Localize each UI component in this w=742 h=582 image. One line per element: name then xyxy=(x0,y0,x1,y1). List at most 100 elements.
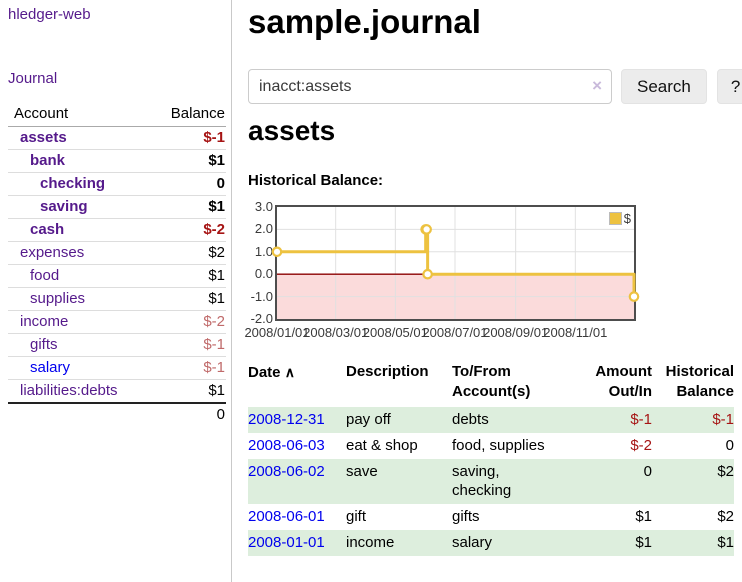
legend-label: $ xyxy=(623,211,631,226)
account-row-food: food $1 xyxy=(8,264,226,288)
x-axis-tick-label: 2008/05/01 xyxy=(362,325,428,340)
search-input[interactable] xyxy=(248,69,612,104)
transaction-accounts: salary xyxy=(452,530,562,556)
account-row-supplies: supplies $1 xyxy=(8,287,226,311)
account-row-gifts: gifts $-1 xyxy=(8,333,226,357)
account-link-supplies[interactable]: supplies xyxy=(30,290,86,307)
transaction-date-link[interactable]: 2008-06-03 xyxy=(248,437,325,454)
transaction-date-link[interactable]: 2008-12-31 xyxy=(248,411,325,428)
transaction-date-link[interactable]: 2008-06-02 xyxy=(248,463,325,480)
search-button[interactable]: Search xyxy=(621,69,707,104)
help-button[interactable]: ? xyxy=(716,69,742,104)
search-bar: × Search ? xyxy=(248,69,742,104)
y-axis-tick-label: -2.0 xyxy=(250,311,273,326)
account-row-bank: bank $1 xyxy=(8,149,226,173)
account-page-title: assets xyxy=(248,115,336,146)
x-axis-tick-label: 2008/01/01 xyxy=(244,325,310,340)
account-balance: $-2 xyxy=(147,218,226,242)
transaction-accounts: gifts xyxy=(452,508,480,525)
account-balance: $1 xyxy=(147,264,226,288)
register-row: 2008-06-01 gift gifts $1 $2 xyxy=(248,504,734,530)
account-row-cash: cash $-2 xyxy=(8,218,226,242)
app-brand-link[interactable]: hledger-web xyxy=(8,6,91,23)
account-balance: $1 xyxy=(147,379,226,404)
transaction-accounts: debts xyxy=(452,407,562,433)
account-tree-header: Account Balance xyxy=(8,102,226,127)
chart-title: Historical Balance: xyxy=(248,172,384,189)
account-total-balance: 0 xyxy=(147,402,226,426)
transaction-amount: 0 xyxy=(562,459,652,504)
account-link-checking[interactable]: checking xyxy=(40,175,106,192)
account-balance: $1 xyxy=(147,195,226,219)
account-tree-table: Account Balance assets $-1 bank $1 check… xyxy=(8,102,226,426)
account-link-bank[interactable]: bank xyxy=(30,152,66,169)
historical-balance-chart: 3.0 2.0 1.0 0.0 -1.0 -2.0 $ 2008/01/01 2008/03… xyxy=(244,198,725,343)
description-column-header: Description xyxy=(346,363,429,380)
clear-search-icon[interactable]: × xyxy=(592,76,602,95)
account-balance: $-1 xyxy=(147,333,226,357)
balance-column-header: Historical Balance xyxy=(665,363,734,400)
transaction-accounts: saving, checking xyxy=(452,459,562,504)
register-row: 2008-06-03 eat & shop food, supplies $-2… xyxy=(248,433,734,459)
account-row-saving: saving $1 xyxy=(8,195,226,219)
account-balance: 0 xyxy=(147,172,226,196)
x-axis-tick-label: 2008/03/01 xyxy=(303,325,369,340)
balance-line-series xyxy=(271,207,640,319)
account-link-gifts[interactable]: gifts xyxy=(30,336,58,353)
legend-swatch-icon xyxy=(608,212,622,225)
transaction-balance: $2 xyxy=(652,459,734,504)
y-axis-tick-label: -1.0 xyxy=(250,288,273,304)
account-link-income[interactable]: income xyxy=(20,313,69,330)
account-link-saving[interactable]: saving xyxy=(40,198,88,215)
transaction-date-link[interactable]: 2008-01-01 xyxy=(248,534,325,551)
account-balance: $1 xyxy=(147,149,226,173)
y-axis-tick-label: 0.0 xyxy=(254,266,273,282)
account-balance: $2 xyxy=(147,241,226,265)
account-row-income: income $-2 xyxy=(8,310,226,334)
balance-column-header: Balance xyxy=(147,102,226,127)
account-balance: $-1 xyxy=(147,126,226,150)
account-link-expenses[interactable]: expenses xyxy=(20,244,85,261)
transaction-amount: $-2 xyxy=(630,437,652,454)
account-row-salary: salary $-1 xyxy=(8,356,226,380)
y-axis-tick-label: 2.0 xyxy=(254,221,273,237)
register-row: 2008-12-31 pay off debts $-1 $-1 xyxy=(248,407,734,433)
y-axis-tick-label: 1.0 xyxy=(254,243,273,259)
sort-ascending-icon: ∧ xyxy=(284,364,295,380)
account-balance: $1 xyxy=(147,287,226,311)
register-table: Date ∧ Description To/From Account(s) Am… xyxy=(248,360,734,556)
transaction-date-link[interactable]: 2008-06-01 xyxy=(248,508,325,525)
account-link-assets[interactable]: assets xyxy=(20,129,67,146)
transaction-description: pay off xyxy=(346,407,452,433)
x-axis-tick-label: 2008/11/01 xyxy=(543,325,608,340)
account-link-cash[interactable]: cash xyxy=(30,221,65,238)
account-row-liabilities-debts: liabilities:debts $1 xyxy=(8,379,226,404)
accounts-column-header: To/From Account(s) xyxy=(452,363,531,400)
register-row: 2008-06-02 save saving, checking 0 $2 xyxy=(248,459,734,504)
transaction-accounts: food, supplies xyxy=(452,437,545,454)
account-link-salary[interactable]: salary xyxy=(30,359,71,376)
account-link-food[interactable]: food xyxy=(30,267,60,284)
x-axis-tick-label: 2008/07/01 xyxy=(422,325,488,340)
sidebar-item-journal[interactable]: Journal xyxy=(8,70,58,87)
transaction-description: eat & shop xyxy=(346,437,418,454)
account-balance: $-1 xyxy=(147,356,226,380)
account-link-liabilities-debts[interactable]: liabilities:debts xyxy=(20,382,118,399)
account-total-row: 0 xyxy=(8,402,226,426)
x-axis-tick-label: 2008/09/01 xyxy=(483,325,549,340)
transaction-description: gift xyxy=(346,508,367,525)
account-column-header: Account xyxy=(8,102,148,127)
transaction-amount: $1 xyxy=(562,530,652,556)
transaction-description: save xyxy=(346,459,452,504)
date-column-header[interactable]: Date ∧ xyxy=(248,364,295,381)
amount-column-header: Amount Out/In xyxy=(595,363,652,400)
account-row-checking: checking 0 xyxy=(8,172,226,196)
y-axis-tick-label: 3.0 xyxy=(254,199,273,214)
transaction-balance: $-1 xyxy=(652,407,734,433)
transaction-balance: $1 xyxy=(652,530,734,556)
transaction-balance: $2 xyxy=(717,508,734,525)
transaction-description: income xyxy=(346,530,452,556)
register-row: 2008-01-01 income salary $1 $1 xyxy=(248,530,734,556)
page-title: sample.journal xyxy=(248,3,481,40)
account-row-expenses: expenses $2 xyxy=(8,241,226,265)
